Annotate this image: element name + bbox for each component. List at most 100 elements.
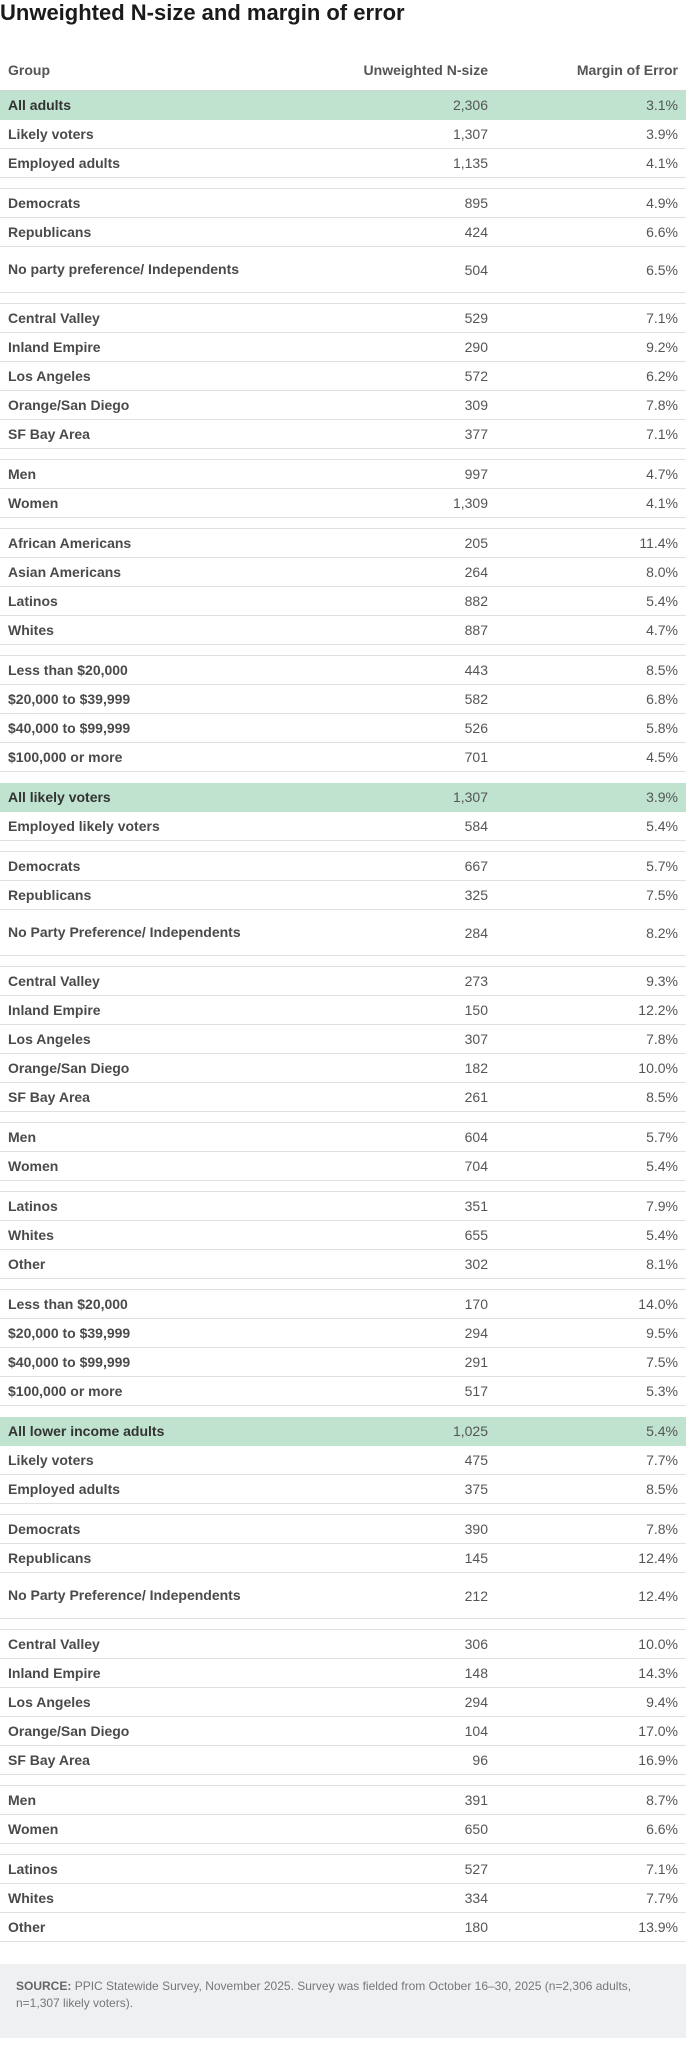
row-group-label: Men (8, 1128, 36, 1145)
row-group-label: Los Angeles (8, 367, 91, 384)
table-row: $20,000 to $39,999 582 6.8% (0, 685, 686, 714)
row-group-label: $40,000 to $99,999 (8, 1353, 131, 1370)
row-group-label: Orange/San Diego (8, 396, 130, 413)
row-margin-of-error: 3.9% (646, 126, 678, 142)
row-n-size: 424 (464, 224, 488, 240)
row-margin-of-error: 4.1% (646, 495, 678, 511)
row-group-label: Other (8, 1918, 46, 1935)
table-row: Orange/San Diego 309 7.8% (0, 391, 686, 420)
row-margin-of-error: 8.2% (646, 924, 678, 941)
row-n-size: 273 (464, 973, 488, 989)
row-margin-of-error: 14.0% (638, 1296, 678, 1312)
table-row: $40,000 to $99,999 291 7.5% (0, 1348, 686, 1377)
table-row: SF Bay Area 261 8.5% (0, 1083, 686, 1112)
row-margin-of-error: 5.3% (646, 1383, 678, 1399)
row-group-label: Men (8, 1791, 36, 1808)
table-row: Democrats 390 7.8% (0, 1515, 686, 1544)
group-gap (0, 1279, 686, 1290)
table-row: Los Angeles 294 9.4% (0, 1688, 686, 1717)
group-gap (0, 449, 686, 460)
row-group-label: $40,000 to $99,999 (8, 719, 131, 736)
row-group-label: Central Valley (8, 972, 100, 989)
row-n-size: 517 (464, 1383, 488, 1399)
table-row: Employed likely voters 584 5.4% (0, 812, 686, 841)
table-row: Republicans 424 6.6% (0, 218, 686, 247)
row-n-size: 148 (464, 1665, 488, 1681)
row-margin-of-error: 6.2% (646, 368, 678, 384)
row-margin-of-error: 6.6% (646, 1821, 678, 1837)
row-margin-of-error: 6.8% (646, 691, 678, 707)
group-gap (0, 293, 686, 304)
row-n-size: 150 (464, 1002, 488, 1018)
table-row: $40,000 to $99,999 526 5.8% (0, 714, 686, 743)
row-margin-of-error: 4.1% (646, 155, 678, 171)
group-gap (0, 1619, 686, 1630)
row-n-size: 572 (464, 368, 488, 384)
row-group-label: Orange/San Diego (8, 1059, 130, 1076)
row-group-label: Republicans (8, 886, 92, 903)
row-margin-of-error: 8.7% (646, 1792, 678, 1808)
row-n-size: 284 (464, 924, 488, 941)
row-n-size: 475 (464, 1452, 488, 1468)
row-margin-of-error: 12.4% (638, 1587, 678, 1604)
table-row: Central Valley 529 7.1% (0, 304, 686, 333)
table-row: SF Bay Area 377 7.1% (0, 420, 686, 449)
row-n-size: 261 (464, 1089, 488, 1105)
header-margin-of-error: Margin of Error (576, 62, 678, 78)
table-row: SF Bay Area 96 16.9% (0, 1746, 686, 1775)
section-gap (0, 772, 686, 783)
row-group-label: $100,000 or more (8, 748, 123, 765)
row-group-label: Los Angeles (8, 1693, 91, 1710)
title-wrap: Unweighted N-size and margin of error (0, 0, 686, 50)
row-group-label: Women (8, 1157, 59, 1174)
table-row: Women 650 6.6% (0, 1815, 686, 1844)
row-margin-of-error: 3.1% (646, 97, 678, 113)
row-margin-of-error: 8.0% (646, 564, 678, 580)
row-margin-of-error: 10.0% (638, 1636, 678, 1652)
row-group-label: Latinos (8, 1197, 58, 1214)
row-n-size: 1,307 (452, 126, 488, 142)
table-row: $100,000 or more 701 4.5% (0, 743, 686, 772)
row-group-label: Democrats (8, 857, 81, 874)
row-n-size: 377 (464, 426, 488, 442)
row-margin-of-error: 7.8% (646, 1031, 678, 1047)
row-group-label: Orange/San Diego (8, 1722, 130, 1739)
row-n-size: 667 (464, 858, 488, 874)
row-group-label: Inland Empire (8, 1001, 101, 1018)
row-n-size: 390 (464, 1521, 488, 1537)
group-gap (0, 841, 686, 852)
row-margin-of-error: 7.1% (646, 426, 678, 442)
row-n-size: 527 (464, 1861, 488, 1877)
row-n-size: 375 (464, 1481, 488, 1497)
row-group-label: Women (8, 494, 59, 511)
row-group-label: Latinos (8, 1860, 58, 1877)
table-row: Other 302 8.1% (0, 1250, 686, 1279)
row-n-size: 290 (464, 339, 488, 355)
row-margin-of-error: 7.8% (646, 1521, 678, 1537)
row-group-label: No party preference/ Independents (8, 261, 240, 277)
row-group-label: SF Bay Area (8, 1088, 90, 1105)
source-note: SOURCE: PPIC Statewide Survey, November … (0, 1964, 686, 2038)
table-row: Men 391 8.7% (0, 1786, 686, 1815)
row-group-label: Likely voters (8, 1451, 94, 1468)
row-margin-of-error: 5.7% (646, 858, 678, 874)
row-n-size: 655 (464, 1227, 488, 1243)
row-margin-of-error: 7.5% (646, 1354, 678, 1370)
group-gap (0, 1775, 686, 1786)
table-row: Women 704 5.4% (0, 1152, 686, 1181)
row-group-label: No Party Preference/ Independents (8, 924, 241, 940)
row-group-label: All likely voters (8, 788, 111, 805)
row-n-size: 1,307 (452, 789, 488, 805)
row-margin-of-error: 9.4% (646, 1694, 678, 1710)
table-row: No party preference/ Independents 504 6.5% (0, 247, 686, 293)
row-n-size: 1,025 (452, 1423, 488, 1439)
row-n-size: 180 (464, 1919, 488, 1935)
table-body: All adults 2,306 3.1% Likely voters 1,307 3.9… (0, 91, 686, 1942)
row-margin-of-error: 7.7% (646, 1452, 678, 1468)
row-margin-of-error: 17.0% (638, 1723, 678, 1739)
table-row: Employed adults 375 8.5% (0, 1475, 686, 1504)
table-row: Employed adults 1,135 4.1% (0, 149, 686, 178)
row-margin-of-error: 12.2% (638, 1002, 678, 1018)
table-row: Latinos 351 7.9% (0, 1192, 686, 1221)
row-margin-of-error: 4.7% (646, 622, 678, 638)
